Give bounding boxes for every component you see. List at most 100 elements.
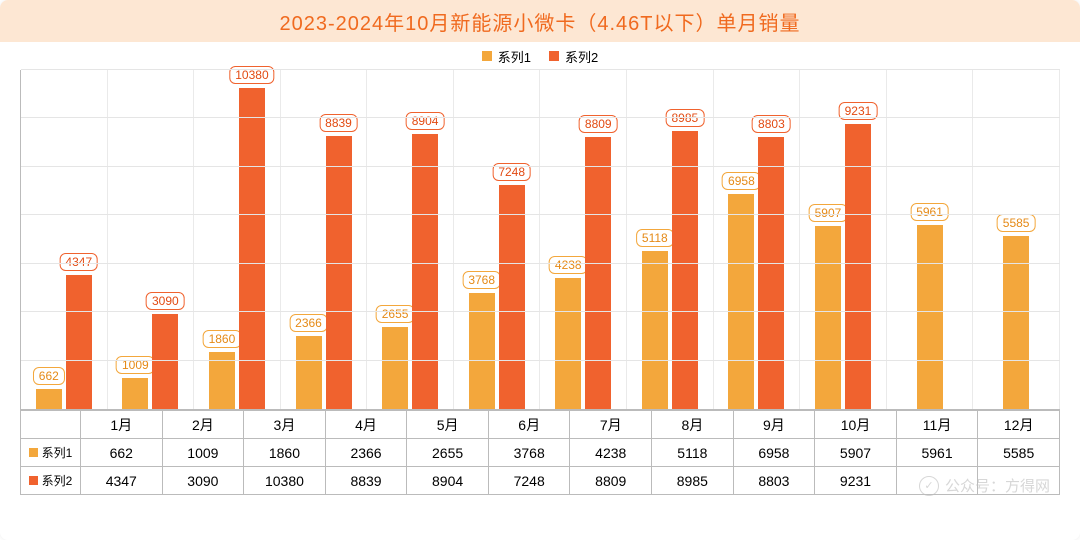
bar: 10380 (239, 88, 265, 409)
month-column: 37687248 (454, 70, 541, 409)
grid-line (21, 263, 1060, 264)
bar: 4347 (66, 275, 92, 409)
grid-line (21, 311, 1060, 312)
table-row: 系列2 4347309010380883989047248880989858803… (21, 467, 1060, 495)
month-column: 5585 (973, 70, 1060, 409)
table-header-cell: 7月 (570, 411, 652, 439)
table-cell: 8809 (570, 467, 652, 495)
table-cell: 2366 (325, 439, 407, 467)
table-cell: 4347 (81, 467, 163, 495)
table-cell: 5118 (652, 439, 734, 467)
month-column: 23668839 (281, 70, 368, 409)
table-cell: 5961 (896, 439, 978, 467)
table-cell: 662 (81, 439, 163, 467)
legend-item-series2: 系列2 (549, 47, 598, 66)
table-cell: 5585 (978, 439, 1060, 467)
grid-line (21, 117, 1060, 118)
table-corner-cell (21, 411, 81, 439)
row-swatch (29, 448, 38, 457)
month-column: 69588803 (714, 70, 801, 409)
data-label: 5585 (997, 214, 1036, 232)
row-series-name: 系列2 (42, 472, 73, 489)
legend-swatch-series1 (482, 51, 492, 61)
bar: 8809 (585, 137, 611, 409)
bar: 8839 (326, 136, 352, 409)
table-cell (978, 467, 1060, 495)
row-series-name: 系列1 (42, 444, 73, 461)
table-cell: 8904 (407, 467, 489, 495)
data-label: 6958 (722, 172, 761, 190)
data-label: 2655 (376, 305, 415, 323)
chart-plot-area: 6624347100930901860103802366883926558904… (20, 70, 1060, 410)
bar: 5118 (642, 251, 668, 409)
legend-swatch-series2 (549, 51, 559, 61)
grid-line (21, 360, 1060, 361)
bar: 4238 (555, 278, 581, 409)
table-header-cell: 9月 (733, 411, 815, 439)
bar: 8985 (672, 131, 698, 409)
data-label: 4238 (549, 256, 588, 274)
table-cell (896, 467, 978, 495)
legend-label-series1: 系列1 (498, 47, 531, 66)
table-header-cell: 1月 (81, 411, 163, 439)
table-header-cell: 6月 (488, 411, 570, 439)
table-header-row: 1月2月3月4月5月6月7月8月9月10月11月12月 (21, 411, 1060, 439)
table-header-cell: 3月 (244, 411, 326, 439)
month-column: 51188985 (627, 70, 714, 409)
bar: 662 (36, 389, 62, 409)
data-label: 1009 (116, 356, 155, 374)
table-header-cell: 2月 (162, 411, 244, 439)
grid-line (21, 214, 1060, 215)
data-label: 3768 (462, 271, 501, 289)
grid-line (21, 166, 1060, 167)
table-cell: 4238 (570, 439, 652, 467)
bar: 2366 (296, 336, 322, 409)
table-cell: 6958 (733, 439, 815, 467)
legend: 系列1 系列2 (0, 42, 1080, 70)
table-cell: 9231 (815, 467, 897, 495)
data-label: 3090 (146, 292, 185, 310)
table-header-cell: 11月 (896, 411, 978, 439)
data-label: 2366 (289, 314, 328, 332)
month-column: 26558904 (367, 70, 454, 409)
month-column: 186010380 (194, 70, 281, 409)
table-cell: 8985 (652, 467, 734, 495)
bar: 3090 (152, 314, 178, 410)
month-column: 6624347 (21, 70, 108, 409)
table-header-cell: 12月 (978, 411, 1060, 439)
month-column: 10093090 (108, 70, 195, 409)
table-cell: 8839 (325, 467, 407, 495)
table-header-cell: 10月 (815, 411, 897, 439)
table-cell: 5907 (815, 439, 897, 467)
bar: 5907 (815, 226, 841, 409)
table-cell: 3090 (162, 467, 244, 495)
table-row: 系列16621009186023662655376842385118695859… (21, 439, 1060, 467)
legend-label-series2: 系列2 (565, 47, 598, 66)
table-cell: 1860 (244, 439, 326, 467)
chart-title: 2023-2024年10月新能源小微卡（4.46T以下）单月销量 (0, 0, 1080, 42)
table-cell: 8803 (733, 467, 815, 495)
table-row-label-cell: 系列1 (21, 439, 81, 467)
table-header-cell: 5月 (407, 411, 489, 439)
table-cell: 10380 (244, 467, 326, 495)
bar: 8904 (412, 134, 438, 409)
month-column: 5961 (887, 70, 974, 409)
table-cell: 3768 (488, 439, 570, 467)
bar: 3768 (469, 293, 495, 409)
data-label: 5118 (636, 229, 674, 247)
bars-container: 6624347100930901860103802366883926558904… (21, 70, 1060, 409)
bar: 6958 (728, 194, 754, 409)
table-header-cell: 8月 (652, 411, 734, 439)
data-label: 1860 (203, 330, 242, 348)
legend-item-series1: 系列1 (482, 47, 531, 66)
month-column: 42388809 (540, 70, 627, 409)
chart-card: 2023-2024年10月新能源小微卡（4.46T以下）单月销量 系列1 系列2… (0, 0, 1080, 540)
data-table: 1月2月3月4月5月6月7月8月9月10月11月12月系列16621009186… (20, 410, 1060, 495)
table-row-label-cell: 系列2 (21, 467, 81, 495)
bar: 5961 (917, 225, 943, 409)
bar: 2655 (382, 327, 408, 409)
bar: 7248 (499, 185, 525, 409)
table-cell: 7248 (488, 467, 570, 495)
bar: 1009 (122, 378, 148, 409)
table-header-cell: 4月 (325, 411, 407, 439)
